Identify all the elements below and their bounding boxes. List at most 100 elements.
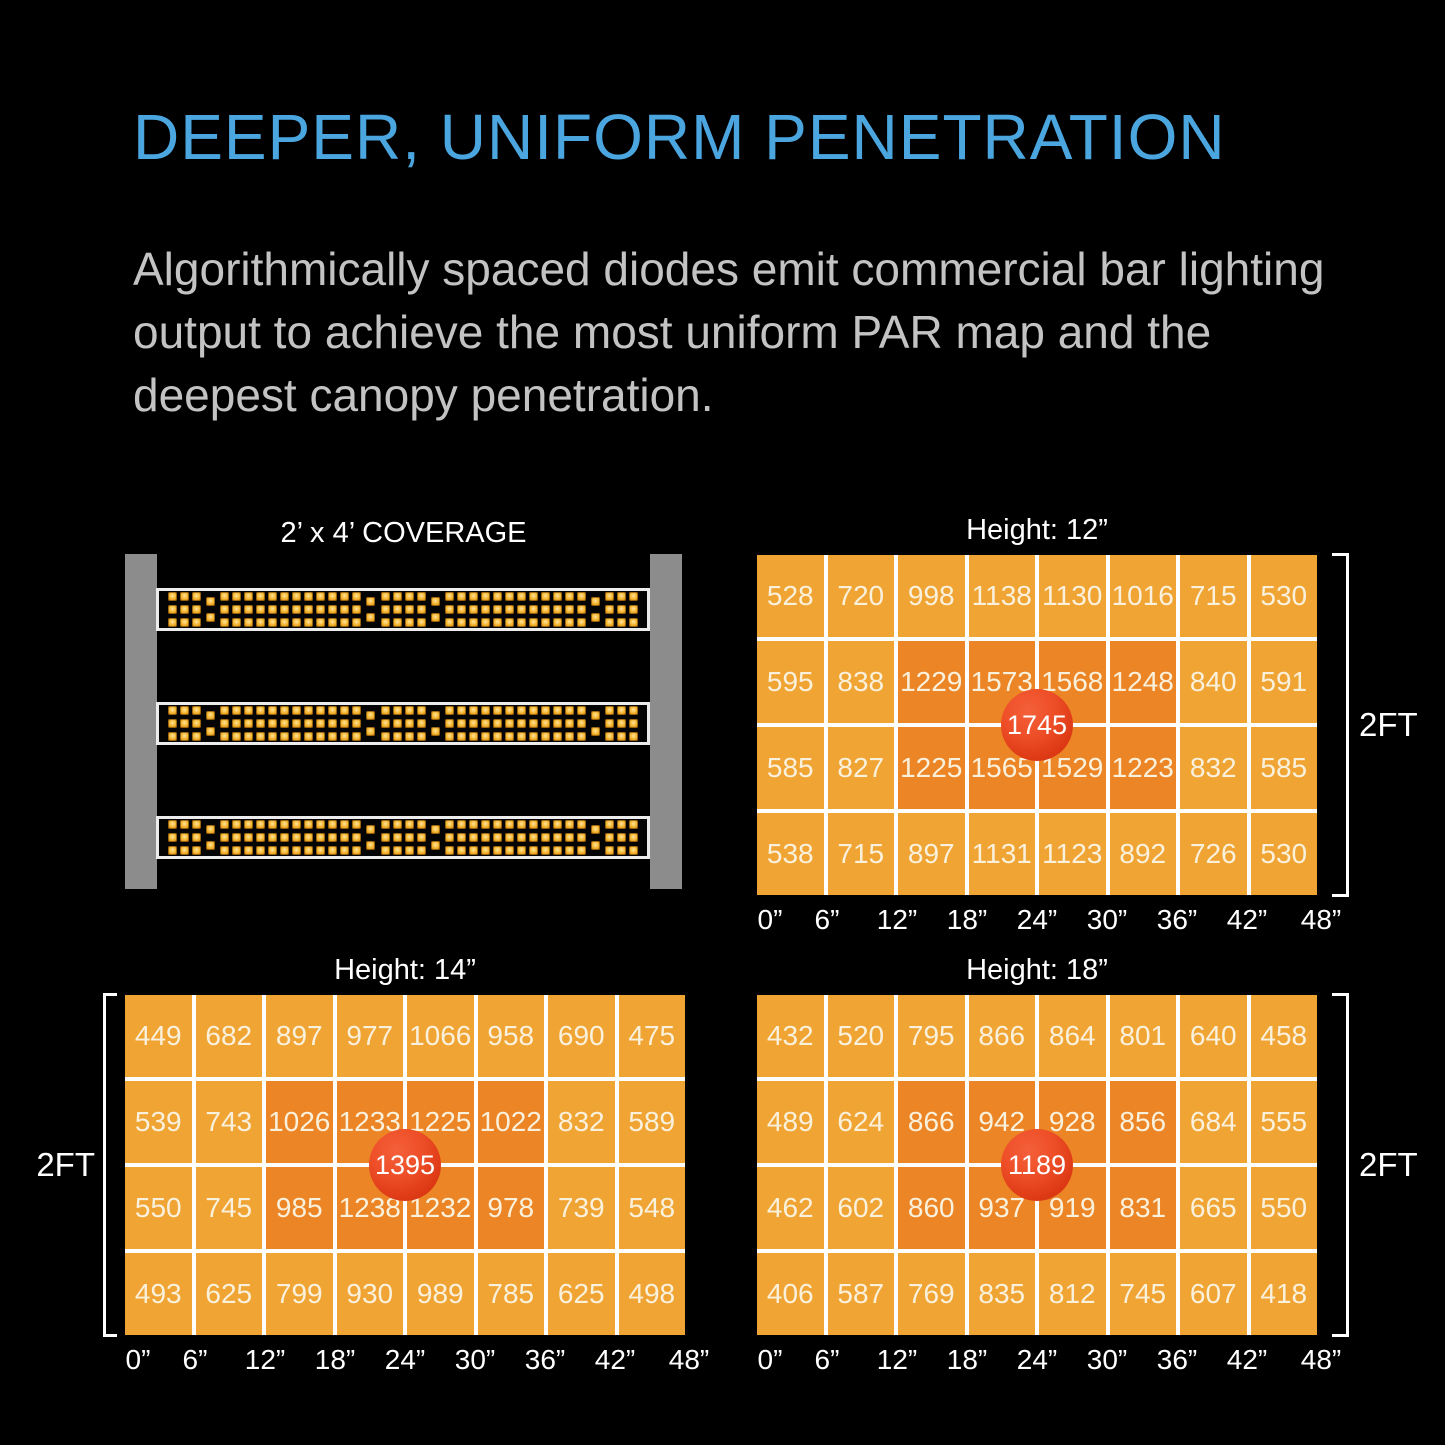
- led-diode-icon: [480, 732, 490, 741]
- diode-segment: [206, 825, 216, 850]
- led-diode-icon: [366, 727, 376, 736]
- diode-segment: [380, 820, 426, 855]
- led-diode-icon: [268, 833, 278, 842]
- led-diode-icon: [468, 706, 478, 715]
- led-diode-icon: [528, 846, 538, 855]
- par-map-title: Height: 12”: [966, 514, 1108, 546]
- led-diode-icon: [180, 846, 189, 855]
- led-diode-icon: [468, 618, 478, 627]
- led-diode-icon: [504, 605, 514, 614]
- led-diode-icon: [352, 820, 362, 829]
- led-diode-icon: [232, 833, 242, 842]
- x-tick-label: 24”: [1016, 1344, 1058, 1375]
- led-diode-icon: [366, 597, 376, 606]
- extent-label: 2FT: [1359, 1146, 1418, 1183]
- led-diode-icon: [617, 846, 626, 855]
- par-cell: 827: [827, 727, 894, 809]
- led-diode-icon: [605, 605, 614, 614]
- led-diode-icon: [516, 846, 526, 855]
- led-diode-icon: [380, 820, 390, 829]
- par-cell: 958: [477, 995, 544, 1077]
- led-diode-icon: [617, 605, 626, 614]
- led-diode-icon: [516, 732, 526, 741]
- led-diode-icon: [564, 833, 574, 842]
- par-cell: 550: [125, 1167, 192, 1249]
- extent-bracket: [1332, 553, 1349, 897]
- led-diode-icon: [564, 846, 574, 855]
- led-diode-icon: [316, 592, 326, 601]
- par-map-height-14: Height: 14” 449 682 897 977 1066 958 690 475 539…: [36, 954, 709, 1375]
- led-diode-icon: [404, 833, 414, 842]
- led-diode-icon: [392, 719, 402, 728]
- led-diode-icon: [416, 846, 426, 855]
- led-diode-icon: [629, 605, 638, 614]
- par-cell: 587: [827, 1253, 894, 1335]
- led-diode-icon: [480, 820, 490, 829]
- led-diode-icon: [352, 618, 362, 627]
- led-diode-icon: [504, 732, 514, 741]
- led-diode-icon: [404, 719, 414, 728]
- par-cell: 831: [1109, 1167, 1176, 1249]
- led-diode-icon: [392, 820, 402, 829]
- led-diode-icon: [416, 706, 426, 715]
- par-cell: 1123: [1039, 813, 1106, 895]
- led-diode-icon: [366, 825, 376, 834]
- led-diode-icon: [168, 833, 177, 842]
- led-diode-icon: [516, 618, 526, 627]
- led-diode-icon: [605, 719, 614, 728]
- led-light-bar-2: [156, 702, 650, 745]
- led-diode-icon: [168, 719, 177, 728]
- x-tick-label: 48”: [668, 1344, 710, 1375]
- led-diode-icon: [352, 605, 362, 614]
- led-diode-icon: [576, 719, 586, 728]
- par-cell: 1229: [898, 641, 965, 723]
- led-diode-icon: [340, 820, 350, 829]
- led-diode-icon: [280, 706, 290, 715]
- led-diode-icon: [564, 820, 574, 829]
- led-diode-icon: [280, 833, 290, 842]
- led-diode-icon: [168, 846, 177, 855]
- led-diode-icon: [456, 732, 466, 741]
- x-tick-label: 18”: [946, 904, 988, 935]
- x-tick-label: 12”: [876, 1344, 918, 1375]
- par-cell: 530: [1250, 555, 1317, 637]
- led-diode-icon: [256, 846, 266, 855]
- led-diode-icon: [444, 719, 454, 728]
- led-diode-icon: [629, 833, 638, 842]
- led-diode-icon: [366, 613, 376, 622]
- led-diode-icon: [444, 592, 454, 601]
- led-diode-icon: [590, 613, 600, 622]
- led-diode-icon: [206, 841, 216, 850]
- led-diode-icon: [280, 719, 290, 728]
- led-diode-icon: [605, 706, 614, 715]
- led-diode-icon: [416, 592, 426, 601]
- par-cell: 591: [1250, 641, 1317, 723]
- led-diode-icon: [192, 833, 201, 842]
- led-diode-icon: [516, 719, 526, 728]
- led-diode-icon: [552, 618, 562, 627]
- led-diode-icon: [576, 833, 586, 842]
- led-diode-icon: [380, 846, 390, 855]
- led-diode-icon: [304, 846, 314, 855]
- led-diode-icon: [480, 618, 490, 627]
- diode-segment: [168, 706, 201, 741]
- par-cell: 462: [757, 1167, 824, 1249]
- led-diode-icon: [456, 719, 466, 728]
- par-cell: 769: [898, 1253, 965, 1335]
- par-cell: 449: [125, 995, 192, 1077]
- led-diode-icon: [444, 732, 454, 741]
- led-diode-icon: [416, 732, 426, 741]
- led-diode-icon: [540, 618, 550, 627]
- led-diode-icon: [316, 820, 326, 829]
- led-diode-icon: [380, 706, 390, 715]
- x-tick-label: 30”: [454, 1344, 496, 1375]
- led-diode-icon: [304, 820, 314, 829]
- led-diode-icon: [552, 833, 562, 842]
- par-map-height-18: Height: 18” 432 520 795 866 864 801 640 458 489 6…: [757, 954, 1418, 1375]
- led-diode-icon: [528, 706, 538, 715]
- led-diode-icon: [540, 846, 550, 855]
- led-diode-icon: [480, 719, 490, 728]
- diode-segment: [380, 706, 426, 741]
- x-axis: 0” 6” 12” 18” 24” 30” 36” 42” 48”: [757, 904, 1342, 938]
- par-cell: 1223: [1109, 727, 1176, 809]
